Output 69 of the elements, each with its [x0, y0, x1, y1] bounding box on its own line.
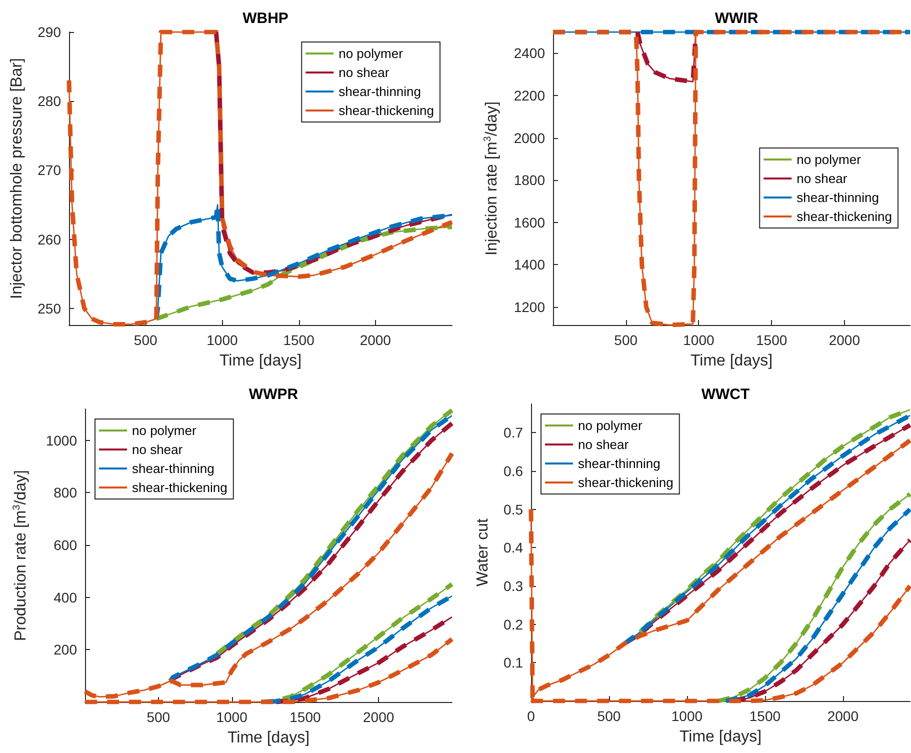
x-tick-label: 500 [614, 332, 638, 348]
y-tick-label: 260 [38, 231, 62, 248]
y-axis-title: Production rate [m3/day] [12, 470, 30, 641]
y-tick-label: 200 [54, 642, 78, 658]
legend-label: no shear [338, 65, 390, 80]
x-tick-label: 1500 [756, 332, 788, 348]
x-axis-title: Time [days] [227, 730, 310, 746]
y-tick-label: 600 [54, 537, 78, 554]
y-tick-label: 250 [38, 300, 62, 316]
legend-label: no shear [796, 171, 848, 186]
y-tick-label: 400 [54, 589, 78, 606]
legend-label: shear-thinning [132, 461, 214, 476]
x-tick-label: 2000 [360, 332, 392, 348]
y-tick-label: 0.1 [504, 654, 524, 671]
legend-label: shear-thinning [338, 84, 422, 99]
y-tick-label: 0.6 [504, 463, 524, 480]
y-axis-title: Water cut [474, 518, 492, 586]
y-tick-label: 0.2 [504, 616, 524, 632]
y-tick-label: 280 [38, 93, 62, 110]
y-tick-label: 0.7 [504, 424, 524, 441]
chart-title: WWIR [714, 10, 758, 27]
legend-label: no polymer [578, 418, 643, 433]
x-tick-label: 500 [597, 708, 621, 724]
y-tick-label: 2200 [514, 87, 546, 104]
x-tick-label: 2000 [363, 709, 394, 725]
x-axis-title: Time [days] [690, 352, 773, 370]
y-tick-label: 0.4 [504, 540, 524, 556]
y-tick-label: 1800 [514, 172, 546, 188]
legend-label: no shear [132, 442, 184, 457]
x-tick-label: 1500 [749, 708, 781, 724]
y-axis-title: Injection rate [m3/day] [482, 101, 500, 256]
legend-label: shear-thickening [578, 475, 674, 490]
legend-label: shear-thickening [338, 103, 434, 118]
x-tick-label: 1500 [283, 332, 315, 348]
chart-title: WWPR [248, 386, 298, 403]
y-tick-label: 2000 [514, 130, 546, 146]
legend-label: shear-thinning [796, 190, 880, 205]
legend-label: shear-thinning [578, 456, 660, 471]
y-tick-label: 0.5 [504, 501, 524, 518]
x-tick-label: 500 [146, 709, 170, 725]
x-tick-label: 2000 [827, 708, 859, 724]
legend-label: no polymer [796, 152, 862, 167]
y-tick-label: 2400 [514, 45, 546, 62]
x-tick-label: 1000 [671, 708, 703, 724]
y-tick-label: 0.3 [504, 578, 524, 594]
y-tick-label: 1000 [46, 432, 78, 448]
x-tick-label: 1500 [290, 709, 321, 725]
legend-label: no polymer [132, 423, 197, 438]
legend-label: no shear [578, 437, 630, 452]
y-tick-label: 1600 [514, 214, 546, 230]
x-axis-title: Time [days] [219, 352, 302, 370]
legend-label: shear-thickening [796, 209, 892, 224]
x-tick-label: 2000 [828, 332, 860, 348]
y-tick-label: 1200 [514, 299, 546, 316]
legend-label: no polymer [338, 46, 404, 61]
y-tick-label: 270 [38, 162, 62, 178]
x-axis-title: Time [days] [679, 728, 762, 746]
x-tick-label: 0 [527, 708, 536, 724]
chart-title: WBHP [242, 10, 288, 27]
x-tick-label: 1000 [683, 332, 714, 348]
x-tick-label: 500 [134, 332, 158, 348]
y-tick-label: 800 [54, 484, 78, 501]
y-tick-label: 1400 [514, 256, 546, 273]
y-tick-label: 290 [38, 24, 62, 40]
legend-label: shear-thickening [132, 480, 228, 495]
chart-title: WWCT [701, 386, 750, 403]
y-axis-title: Injector bottomhole pressure [Bar] [8, 58, 26, 300]
x-tick-label: 1000 [206, 332, 238, 348]
x-tick-label: 1000 [216, 709, 248, 725]
